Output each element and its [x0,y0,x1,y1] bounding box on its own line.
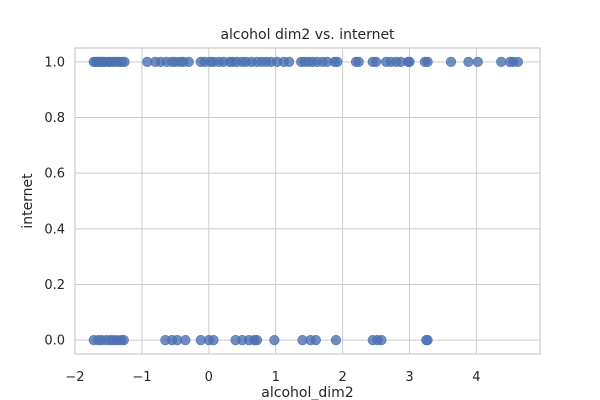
data-point [422,56,433,68]
y-tick-label: 0.8 [44,111,65,126]
y-tick-labels: 0.0 0.2 0.4 0.6 0.8 1.0 [44,55,65,348]
data-point [310,334,321,346]
chart-title: alcohol dim2 vs. internet [220,27,395,43]
data-point [119,56,130,68]
y-tick-label: 0.0 [44,334,65,349]
data-points [88,56,524,346]
data-point [284,56,295,68]
data-point [445,56,457,68]
data-point [118,334,129,346]
x-tick-labels: −2 −1 0 1 2 3 4 [65,370,480,385]
y-tick-label: 1.0 [44,55,65,70]
data-point [512,56,524,68]
data-point [330,334,342,346]
y-tick-label: 0.6 [44,167,65,182]
data-point [422,334,433,346]
x-tick-label: −2 [65,370,84,385]
data-point [332,56,343,68]
plot-frame [74,47,541,355]
grid-lines [74,48,540,354]
x-tick-label: 4 [472,370,480,385]
y-tick-label: 0.4 [44,222,65,237]
data-point [404,56,415,68]
x-axis-title: alcohol_dim2 [261,385,353,400]
data-point [376,334,387,346]
data-point [183,56,194,68]
x-tick-label: 3 [405,370,413,385]
data-point [496,56,507,68]
x-tick-label: 1 [272,370,280,385]
data-point [180,334,191,346]
data-point [370,56,382,68]
x-tick-label: 2 [338,370,346,385]
data-point [353,56,364,68]
data-point [472,56,483,68]
data-point [463,56,474,68]
y-axis-title: internet [20,173,36,229]
x-tick-label: −1 [132,370,151,385]
data-point [208,334,219,346]
data-point [269,334,280,346]
y-tick-label: 0.2 [44,278,65,293]
x-tick-label: 0 [205,370,213,385]
data-point [251,334,263,346]
